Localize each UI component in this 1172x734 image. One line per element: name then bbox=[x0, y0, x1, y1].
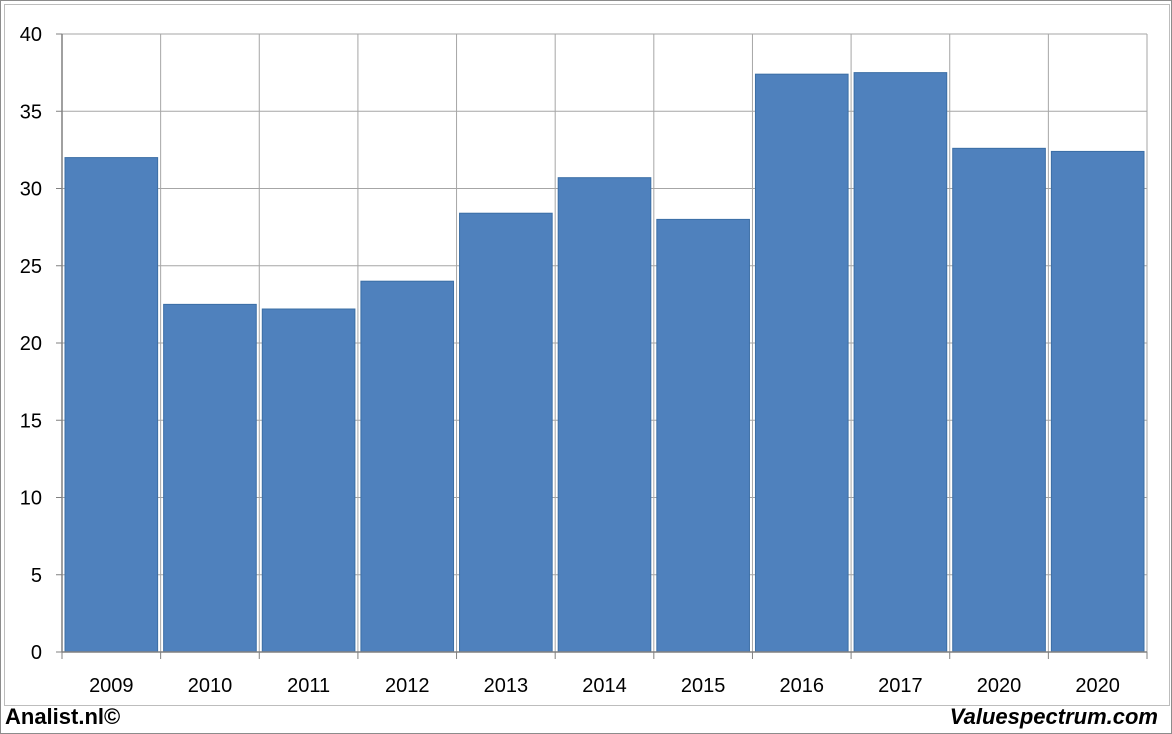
y-tick-label: 25 bbox=[20, 256, 42, 278]
y-tick-label: 30 bbox=[20, 179, 42, 201]
footer-source-label: Analist.nl© bbox=[5, 704, 121, 729]
x-tick-label: 2009 bbox=[89, 675, 134, 697]
bar bbox=[459, 212, 553, 653]
y-tick-label: 5 bbox=[31, 565, 42, 587]
y-tick-label: 35 bbox=[20, 101, 42, 123]
x-tick-label: 2015 bbox=[681, 675, 726, 697]
bar bbox=[360, 280, 455, 653]
bar bbox=[163, 303, 257, 653]
bar bbox=[557, 177, 652, 653]
y-tick-label: 20 bbox=[20, 333, 42, 355]
bar bbox=[853, 72, 948, 653]
y-tick-label: 15 bbox=[20, 410, 42, 432]
x-tick-label: 2013 bbox=[484, 675, 529, 697]
x-tick-label: 2016 bbox=[780, 675, 825, 697]
y-tick-label: 40 bbox=[20, 24, 42, 46]
x-tick-label: 2014 bbox=[582, 675, 627, 697]
bar bbox=[64, 157, 159, 653]
x-tick-label: 2020 bbox=[977, 675, 1022, 697]
bar bbox=[1050, 150, 1145, 653]
footer-brand-label: Valuespectrum.com bbox=[949, 704, 1158, 729]
bar bbox=[656, 218, 750, 653]
y-tick-label: 0 bbox=[31, 642, 42, 664]
bar bbox=[754, 73, 849, 653]
x-tick-label: 2017 bbox=[878, 675, 923, 697]
x-tick-label: 2010 bbox=[188, 675, 233, 697]
x-tick-label: 2011 bbox=[287, 675, 330, 697]
bar bbox=[261, 308, 356, 653]
plot-border bbox=[4, 4, 1170, 706]
x-tick-label: 2020 bbox=[1075, 675, 1120, 697]
x-tick-label: 2012 bbox=[385, 675, 430, 697]
bar bbox=[952, 147, 1046, 653]
y-tick-label: 10 bbox=[20, 488, 42, 510]
